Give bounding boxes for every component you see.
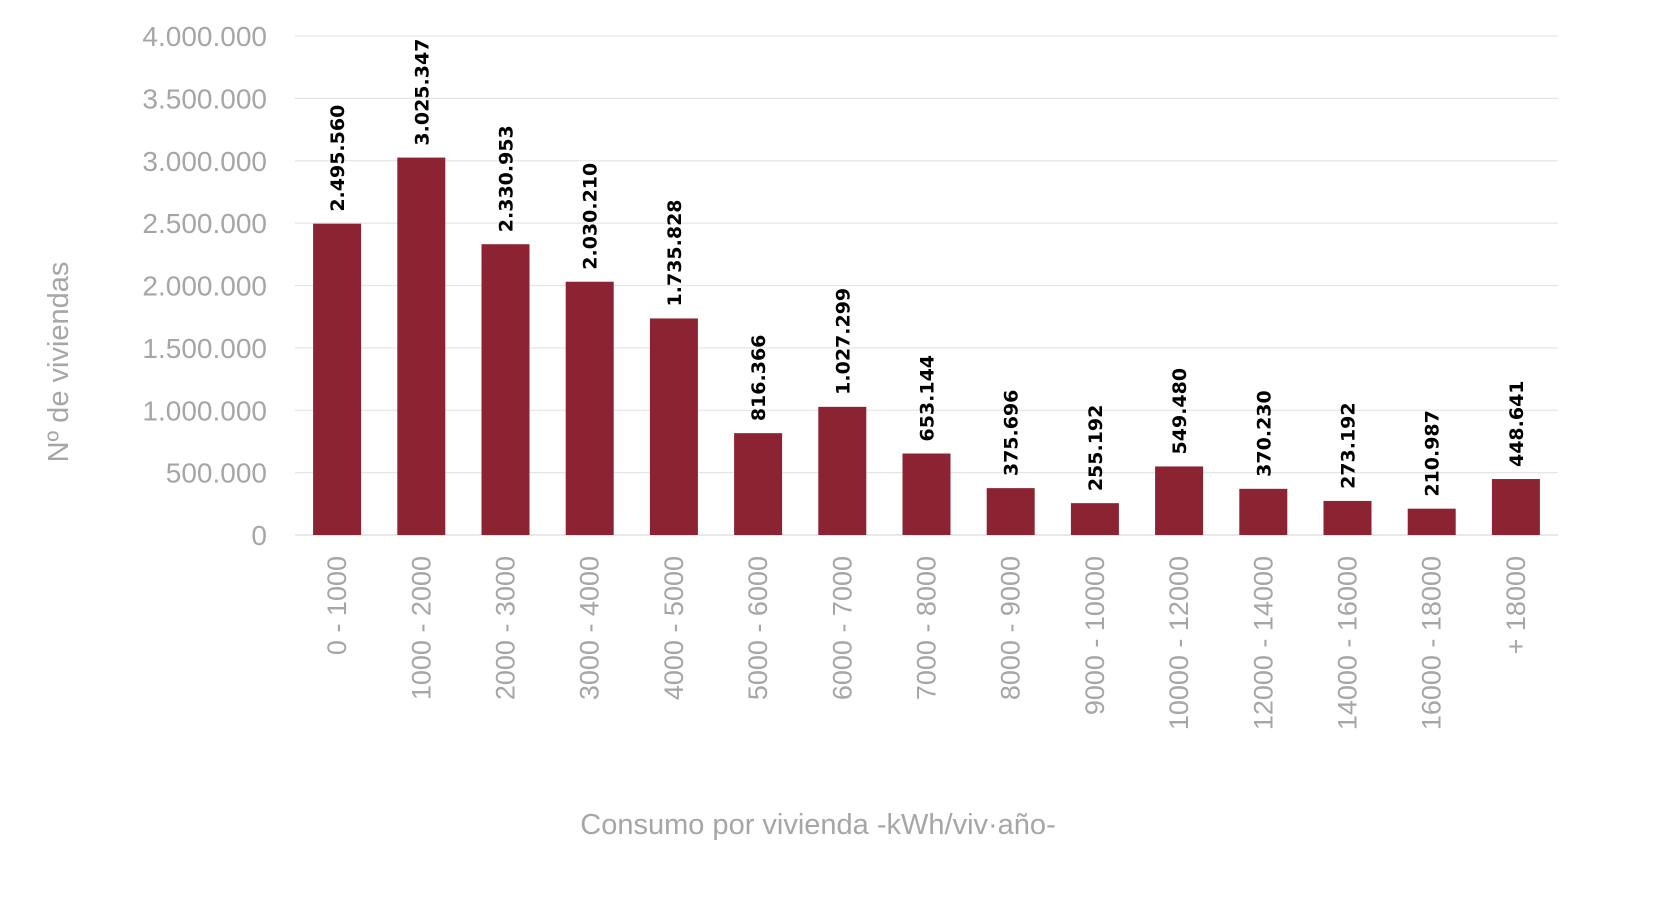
y-tick-label: 1.000.000 bbox=[142, 395, 267, 426]
data-label: 549.480 bbox=[1169, 368, 1191, 455]
y-axis-title: Nº de viviendas bbox=[43, 262, 75, 463]
bar bbox=[1239, 488, 1288, 535]
x-tick-label: 16000 - 18000 bbox=[1417, 556, 1447, 730]
x-tick-label: 6000 - 7000 bbox=[827, 556, 857, 700]
bar bbox=[1323, 500, 1372, 535]
x-tick-label: 7000 - 8000 bbox=[912, 556, 942, 700]
x-tick-label: 3000 - 4000 bbox=[575, 556, 605, 700]
y-tick-label: 4.000.000 bbox=[142, 21, 267, 52]
bar bbox=[397, 157, 446, 536]
bars bbox=[313, 157, 1540, 536]
data-label: 2.330.953 bbox=[496, 125, 518, 232]
x-axis-ticks: 0 - 1000 1000 - 2000 2000 - 3000 3000 - 400… bbox=[322, 556, 1531, 730]
x-tick-label: 2000 - 3000 bbox=[491, 556, 521, 700]
x-tick-label: 0 - 1000 bbox=[322, 556, 352, 655]
y-tick-label: 0 bbox=[251, 520, 267, 551]
y-axis-ticks: 0 500.000 1.000.000 1.500.000 2.000.000 2.500… bbox=[142, 21, 267, 551]
bar bbox=[818, 406, 867, 535]
bar bbox=[734, 433, 783, 535]
data-label: 3.025.347 bbox=[411, 39, 433, 146]
data-labels: 2.495.560 3.025.347 2.330.953 2.030.210 1.73… bbox=[327, 39, 1528, 497]
y-tick-label: 3.000.000 bbox=[142, 146, 267, 177]
data-label: 210.987 bbox=[1422, 410, 1444, 497]
x-tick-label: 1000 - 2000 bbox=[406, 556, 436, 700]
bar bbox=[481, 244, 530, 535]
bar bbox=[1070, 503, 1119, 535]
x-tick-label: 4000 - 5000 bbox=[659, 556, 689, 700]
bar bbox=[986, 488, 1035, 535]
x-tick-label: 9000 - 10000 bbox=[1080, 556, 1110, 715]
x-tick-label: 12000 - 14000 bbox=[1248, 556, 1278, 730]
x-tick-label: 10000 - 12000 bbox=[1164, 556, 1194, 730]
bar bbox=[902, 453, 951, 535]
data-label: 1.735.828 bbox=[664, 199, 686, 306]
data-label: 273.192 bbox=[1338, 402, 1360, 489]
data-label: 370.230 bbox=[1253, 390, 1275, 477]
bar bbox=[649, 318, 698, 535]
data-label: 816.366 bbox=[748, 335, 770, 422]
bar bbox=[1155, 466, 1204, 535]
bar bbox=[1407, 508, 1456, 535]
x-tick-label: 14000 - 16000 bbox=[1333, 556, 1363, 730]
data-label: 375.696 bbox=[1001, 390, 1023, 477]
data-label: 2.030.210 bbox=[580, 163, 602, 270]
y-tick-label: 2.500.000 bbox=[142, 208, 267, 239]
x-tick-label: 5000 - 6000 bbox=[743, 556, 773, 700]
x-tick-label: 8000 - 9000 bbox=[996, 556, 1026, 700]
y-tick-label: 2.000.000 bbox=[142, 271, 267, 302]
x-axis-title: Consumo por vivienda -kWh/viv·año- bbox=[580, 809, 1055, 841]
data-label: 653.144 bbox=[917, 355, 939, 442]
y-tick-label: 500.000 bbox=[166, 458, 267, 489]
y-tick-label: 1.500.000 bbox=[142, 333, 267, 364]
data-label: 2.495.560 bbox=[327, 105, 349, 212]
x-tick-label: + 18000 bbox=[1501, 556, 1531, 654]
bar bbox=[313, 223, 362, 535]
bar bbox=[565, 281, 614, 535]
data-label: 1.027.299 bbox=[832, 288, 854, 395]
data-label: 448.641 bbox=[1506, 380, 1528, 467]
bar bbox=[1491, 479, 1540, 535]
y-tick-label: 3.500.000 bbox=[142, 83, 267, 114]
data-label: 255.192 bbox=[1085, 405, 1107, 492]
